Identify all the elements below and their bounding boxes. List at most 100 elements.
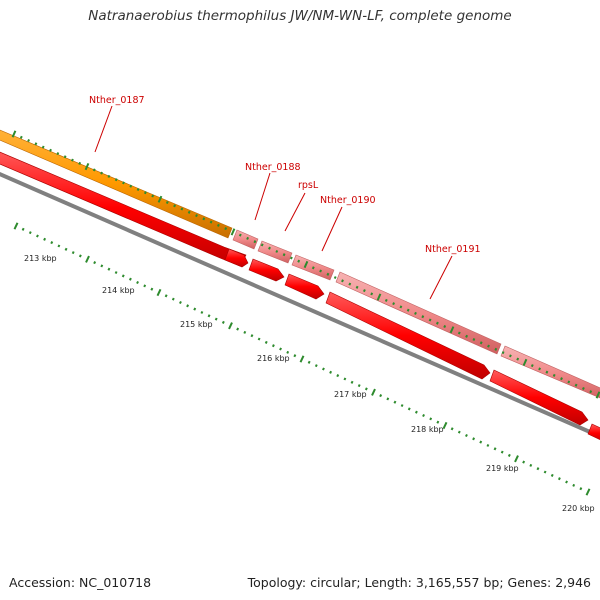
inner-ruler-minor-tick (422, 413, 425, 418)
inner-ruler-minor-tick (57, 244, 61, 248)
outer-ruler-minor-tick (406, 308, 410, 312)
inner-ruler-minor-tick (257, 337, 261, 341)
inner-ruler-minor-tick (286, 350, 290, 354)
inner-ruler-minor-tick (400, 404, 404, 408)
outer-ruler-minor-tick (246, 236, 250, 240)
inner-ruler-major-tick (442, 421, 448, 430)
inner-ruler-minor-tick (250, 334, 254, 338)
outer-ruler-minor-tick (348, 282, 352, 286)
inner-ruler-minor-tick (100, 264, 104, 268)
outer-ruler-minor-tick (355, 285, 359, 289)
inner-ruler-minor-tick (236, 327, 240, 331)
feature-nther-0187-cds[interactable] (0, 128, 233, 239)
outer-ruler-minor-tick (516, 357, 520, 361)
outer-ruler-minor-tick (399, 305, 403, 309)
outer-ruler-minor-tick (370, 292, 374, 296)
outer-ruler-minor-tick (136, 187, 140, 192)
feature-rpsl-gene[interactable] (257, 240, 293, 264)
outer-ruler-minor-tick (129, 184, 133, 188)
inner-ruler-minor-tick (143, 284, 147, 288)
map-title: Natranaerobius thermophilus JW/NM-WN-LF,… (88, 8, 512, 24)
outer-ruler-minor-tick (552, 373, 556, 377)
outer-ruler-minor-tick (297, 259, 301, 263)
scale-label-215: 215 kbp (180, 320, 213, 329)
outer-ruler-minor-tick (289, 256, 293, 260)
feature-edge-red[interactable] (587, 423, 600, 442)
outer-ruler-minor-tick (34, 142, 38, 146)
scale-label-214: 214 kbp (102, 286, 135, 295)
outer-ruler-minor-tick (238, 233, 242, 237)
outer-ruler-minor-tick (501, 351, 505, 355)
leader-nther-0187 (94, 105, 113, 153)
outer-ruler-minor-tick (428, 318, 432, 322)
feature-nther-0191-red-arrow[interactable] (325, 291, 491, 380)
outer-ruler-minor-tick (508, 354, 512, 358)
inner-ruler-minor-tick (136, 280, 139, 285)
outer-ruler-major-tick (157, 195, 163, 203)
inner-ruler-minor-tick (543, 470, 547, 474)
feature-nther-0187-red[interactable] (0, 150, 247, 267)
inner-ruler-minor-tick (429, 417, 433, 421)
inner-ruler-minor-tick (271, 344, 275, 348)
outer-ruler-minor-tick (581, 386, 585, 391)
outer-ruler-minor-tick (275, 249, 279, 253)
inner-ruler-minor-tick (522, 460, 526, 464)
inner-ruler-minor-tick (314, 364, 318, 368)
scale-label-213: 213 kbp (24, 254, 57, 263)
outer-ruler-minor-tick (114, 178, 118, 182)
inner-ruler-minor-tick (128, 277, 132, 281)
outer-ruler-minor-tick (479, 341, 483, 345)
inner-ruler-minor-tick (43, 237, 47, 241)
inner-scale-ruler (13, 222, 591, 496)
outer-ruler-minor-tick (202, 217, 206, 221)
outer-ruler-major-tick (84, 162, 90, 171)
inner-ruler-minor-tick (572, 483, 576, 487)
inner-ruler-minor-tick (379, 394, 383, 398)
gene-label-nther-0188: Nther_0188 (245, 162, 301, 173)
outer-ruler-minor-tick (224, 227, 228, 231)
gene-label-nther-0187: Nther_0187 (89, 95, 145, 106)
scale-label-216: 216 kbp (257, 354, 290, 363)
inner-ruler-major-tick (228, 322, 233, 330)
accession-text: Accession: NC_010718 (9, 575, 152, 590)
gene-label-nther-0190: Nther_0190 (320, 195, 376, 206)
inner-ruler-minor-tick (457, 430, 461, 434)
feature-nther-0188-gene[interactable] (232, 229, 259, 250)
outer-ruler-minor-tick (538, 367, 542, 371)
inner-ruler-minor-tick (336, 374, 340, 378)
outer-ruler-major-tick (595, 391, 600, 399)
outer-ruler-minor-tick (457, 331, 461, 335)
inner-ruler-minor-tick (78, 254, 82, 258)
scale-label-219: 219 kbp (486, 464, 519, 473)
outer-ruler-minor-tick (589, 390, 593, 394)
outer-ruler-minor-tick (216, 223, 220, 227)
outer-ruler-minor-tick (311, 266, 315, 270)
feature-rpsl-red-arrow[interactable] (248, 258, 285, 282)
inner-ruler-major-tick (13, 222, 19, 230)
inner-ruler-minor-tick (486, 443, 490, 447)
outer-ruler-minor-tick (173, 204, 177, 208)
outer-ruler-minor-tick (78, 161, 82, 165)
outer-ruler-major-tick (230, 228, 236, 236)
outer-ruler-major-tick (376, 293, 382, 301)
outer-ruler-minor-tick (392, 302, 396, 306)
inner-ruler-minor-tick (121, 274, 125, 278)
feature-next-red-arrow[interactable] (489, 369, 589, 426)
genome-backbone (0, 172, 591, 434)
feature-nther-0188-red-arrow[interactable] (224, 248, 249, 268)
inner-ruler-minor-tick (150, 287, 154, 291)
outer-ruler-minor-tick (487, 344, 490, 348)
outer-ruler-minor-tick (56, 152, 60, 156)
outer-ruler-major-tick (449, 326, 455, 334)
outer-ruler-minor-tick (70, 158, 74, 162)
inner-ruler-minor-tick (164, 294, 168, 298)
inner-ruler-major-tick (371, 388, 376, 396)
leader-nther-0191 (429, 255, 453, 300)
feature-nther-0190-red-arrow[interactable] (284, 273, 325, 300)
inner-ruler-minor-tick (465, 433, 468, 438)
inner-ruler-major-tick (85, 255, 90, 263)
inner-ruler-minor-tick (436, 420, 440, 424)
outer-tick-ruler (11, 130, 600, 399)
inner-ruler-minor-tick (414, 410, 418, 414)
